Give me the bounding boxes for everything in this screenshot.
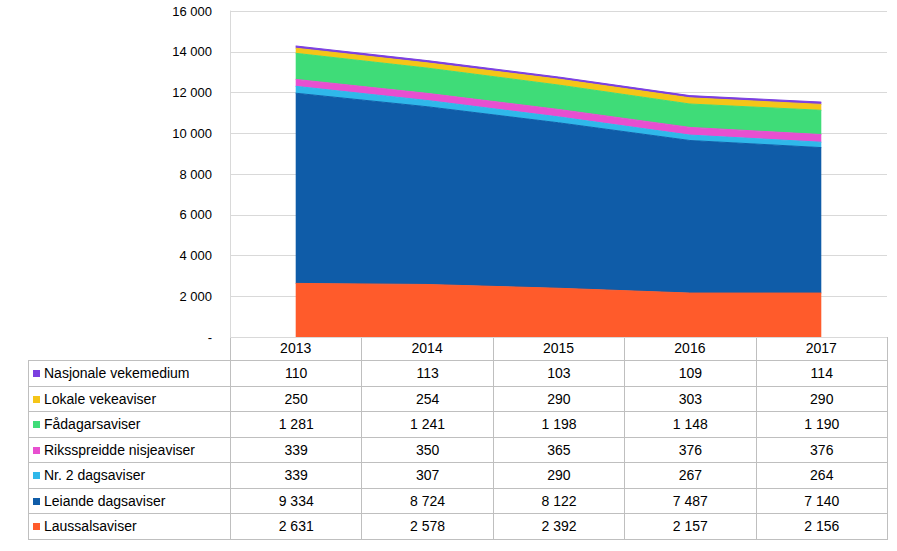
- html-text:339: 339: [284, 441, 308, 458]
- html-text:290: 290: [547, 390, 571, 407]
- svg-text:-: -: [208, 330, 212, 345]
- html-text:7 140: 7 140: [804, 492, 840, 509]
- html-text:Nasjonale vekemedium: Nasjonale vekemedium: [44, 365, 190, 382]
- html-text:Lokale vekeaviser: Lokale vekeaviser: [44, 390, 157, 407]
- svg-text:12 000: 12 000: [172, 85, 212, 100]
- html-text:350: 350: [415, 441, 440, 458]
- html-text:8 724: 8 724: [410, 492, 446, 509]
- html-text:376: 376: [810, 441, 834, 458]
- html-text:109: 109: [678, 365, 702, 382]
- html-text:1 148: 1 148: [672, 416, 708, 433]
- svg-text:10 000: 10 000: [172, 126, 212, 141]
- html-text:1 241: 1 241: [410, 416, 446, 433]
- html-text:290: 290: [547, 467, 571, 484]
- html-text:254: 254: [415, 390, 440, 407]
- svg-text:8 000: 8 000: [179, 167, 212, 182]
- html-text:2 157: 2 157: [672, 518, 708, 535]
- html-text:Nr. 2 dagsaviser: Nr. 2 dagsaviser: [44, 467, 146, 484]
- html-text:1 190: 1 190: [804, 416, 840, 433]
- html-text:7 487: 7 487: [672, 492, 708, 509]
- html-text:250: 250: [284, 390, 308, 407]
- svg-text:2 000: 2 000: [179, 289, 212, 304]
- html-text:339: 339: [284, 467, 308, 484]
- html-text:365: 365: [547, 441, 571, 458]
- html-text:264: 264: [810, 467, 834, 484]
- html-text:290: 290: [810, 390, 834, 407]
- html-text:2 392: 2 392: [541, 518, 577, 535]
- svg-text:16 000: 16 000: [172, 4, 212, 19]
- html-text:Laussalsaviser: Laussalsaviser: [44, 518, 137, 535]
- svg-text:2016: 2016: [674, 340, 705, 356]
- html-text:376: 376: [678, 441, 702, 458]
- html-text:Riksspreidde nisjeaviser: Riksspreidde nisjeaviser: [44, 441, 195, 458]
- html-text:1 198: 1 198: [541, 416, 577, 433]
- svg-text:6 000: 6 000: [179, 207, 212, 222]
- html-text:2 578: 2 578: [410, 518, 446, 535]
- html-text:9 334: 9 334: [278, 492, 314, 509]
- html-text:110: 110: [285, 365, 308, 382]
- html-text:2 156: 2 156: [804, 518, 840, 535]
- svg-text:2017: 2017: [806, 340, 837, 356]
- html-text:114: 114: [810, 365, 833, 382]
- svg-text:14 000: 14 000: [172, 44, 212, 59]
- html-text:2 631: 2 631: [278, 518, 314, 535]
- html-text:267: 267: [678, 467, 702, 484]
- svg-text:2015: 2015: [543, 340, 574, 356]
- html-text:303: 303: [678, 390, 702, 407]
- html-text:Leiande dagsaviser: Leiande dagsaviser: [44, 492, 166, 509]
- html-text:8 122: 8 122: [541, 492, 577, 509]
- html-text:113: 113: [416, 365, 439, 382]
- svg-text:2013: 2013: [280, 340, 311, 356]
- svg-text:2014: 2014: [412, 340, 443, 356]
- html-text:307: 307: [415, 467, 440, 484]
- html-text:103: 103: [547, 365, 571, 382]
- html-text:1 281: 1 281: [278, 416, 314, 433]
- svg-text:4 000: 4 000: [179, 248, 212, 263]
- html-text:Fådagarsaviser: Fådagarsaviser: [44, 416, 141, 433]
